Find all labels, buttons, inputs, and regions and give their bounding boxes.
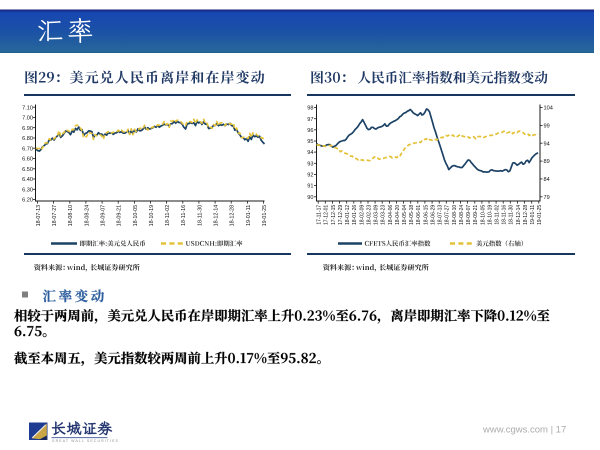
svg-text:99: 99: [544, 124, 550, 130]
svg-text:95: 95: [307, 139, 313, 145]
svg-text:18-11-30: 18-11-30: [197, 205, 203, 226]
svg-text:19-01-25: 19-01-25: [262, 205, 268, 227]
svg-text:7.00: 7.00: [22, 116, 33, 122]
svg-text:18-09-07: 18-09-07: [101, 205, 107, 227]
svg-text:18-09-21: 18-09-21: [473, 205, 479, 225]
svg-text:18-08-24: 18-08-24: [459, 205, 465, 225]
svg-text:89: 89: [544, 159, 550, 165]
svg-text:90: 90: [307, 195, 313, 201]
svg-text:18-09-07: 18-09-07: [466, 205, 472, 225]
svg-text:18-12-28: 18-12-28: [523, 205, 529, 225]
svg-text:18-02-23: 18-02-23: [366, 205, 372, 225]
svg-text:18-07-13: 18-07-13: [36, 205, 42, 227]
svg-text:18-11-30: 18-11-30: [509, 205, 515, 225]
svg-text:18-11-02: 18-11-02: [165, 205, 171, 226]
svg-text:17-11-17: 17-11-17: [317, 205, 323, 225]
svg-text:18-06-01: 18-06-01: [416, 205, 422, 225]
svg-text:94: 94: [544, 141, 550, 147]
svg-text:96: 96: [307, 128, 313, 134]
svg-text:18-06-29: 18-06-29: [431, 205, 437, 225]
svg-text:6.40: 6.40: [22, 177, 33, 183]
svg-text:18-05-04: 18-05-04: [402, 205, 408, 225]
svg-text:18-10-19: 18-10-19: [149, 205, 155, 227]
svg-text:18-08-24: 18-08-24: [84, 205, 90, 227]
svg-text:18-07-27: 18-07-27: [445, 205, 451, 225]
svg-text:18-12-14: 18-12-14: [516, 205, 522, 225]
svg-text:6.30: 6.30: [22, 187, 33, 193]
svg-text:18-10-19: 18-10-19: [487, 205, 493, 225]
svg-text:97: 97: [307, 117, 313, 123]
svg-text:18-05-18: 18-05-18: [409, 205, 415, 225]
svg-text:17-12-15: 17-12-15: [331, 205, 337, 225]
svg-text:18-11-16: 18-11-16: [181, 205, 187, 226]
svg-text:18-03-09: 18-03-09: [374, 205, 380, 225]
svg-text:17-12-29: 17-12-29: [338, 205, 344, 225]
svg-text:18-10-05: 18-10-05: [133, 205, 139, 227]
svg-text:104: 104: [544, 106, 553, 112]
svg-text:18-11-02: 18-11-02: [495, 205, 501, 225]
svg-text:18-09-21: 18-09-21: [117, 205, 123, 227]
svg-text:6.60: 6.60: [22, 157, 33, 163]
svg-text:84: 84: [544, 177, 550, 183]
svg-text:18-08-10: 18-08-10: [452, 205, 458, 225]
svg-text:18-10-05: 18-10-05: [480, 205, 486, 225]
svg-text:19-01-11: 19-01-11: [246, 205, 252, 226]
svg-text:GREAT WALL SECURITIES: GREAT WALL SECURITIES: [52, 439, 119, 443]
svg-text:18-04-20: 18-04-20: [395, 205, 401, 225]
svg-text:98: 98: [307, 106, 313, 112]
svg-text:17-12-01: 17-12-01: [324, 205, 330, 225]
svg-text:93: 93: [307, 161, 313, 167]
svg-text:91: 91: [307, 184, 313, 190]
svg-text:19-01-11: 19-01-11: [530, 205, 536, 225]
svg-text:www.cgws.com | 17: www.cgws.com | 17: [482, 425, 566, 436]
svg-text:19-01-25: 19-01-25: [537, 205, 543, 225]
svg-text:18-12-14: 18-12-14: [214, 205, 220, 227]
svg-text:79: 79: [544, 195, 550, 201]
svg-text:6.20: 6.20: [22, 198, 33, 204]
svg-text:18-11-16: 18-11-16: [502, 205, 508, 225]
svg-text:18-07-13: 18-07-13: [438, 205, 444, 225]
svg-text:18-07-27: 18-07-27: [52, 205, 58, 227]
svg-text:18-12-28: 18-12-28: [230, 205, 236, 227]
svg-text:18-02-09: 18-02-09: [359, 205, 365, 225]
svg-text:18-06-15: 18-06-15: [423, 205, 429, 225]
svg-text:6.90: 6.90: [22, 126, 33, 132]
svg-text:18-03-23: 18-03-23: [381, 205, 387, 225]
svg-text:6.70: 6.70: [22, 146, 33, 152]
svg-text:6.50: 6.50: [22, 167, 33, 173]
svg-text:18-04-06: 18-04-06: [388, 205, 394, 225]
svg-text:18-08-10: 18-08-10: [68, 205, 74, 227]
svg-text:18-01-26: 18-01-26: [352, 205, 358, 225]
svg-text:6.80: 6.80: [22, 136, 33, 142]
svg-text:18-01-12: 18-01-12: [345, 205, 351, 225]
svg-text:92: 92: [307, 173, 313, 179]
svg-text:7.10: 7.10: [22, 105, 33, 111]
svg-text:94: 94: [307, 150, 313, 156]
